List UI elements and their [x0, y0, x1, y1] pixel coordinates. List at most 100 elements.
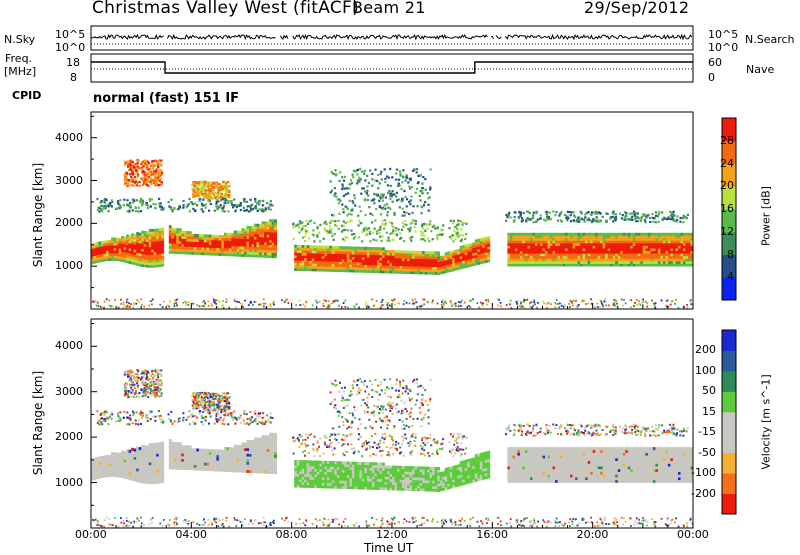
power-cell — [96, 258, 99, 261]
power-scatter — [318, 232, 320, 234]
power-cell — [595, 238, 598, 241]
power-scatter — [304, 235, 306, 237]
ground-scatter — [140, 298, 142, 300]
power-scatter — [530, 218, 532, 220]
power-cell — [593, 261, 596, 264]
power-cell — [199, 242, 202, 245]
power-scatter — [420, 231, 422, 233]
power-scatter — [635, 220, 637, 222]
velocity-cell — [174, 467, 177, 470]
ground-scatter — [564, 304, 566, 306]
power-cell — [309, 256, 312, 259]
power-cell — [121, 239, 124, 242]
power-cell — [660, 235, 663, 238]
power-cell — [620, 248, 623, 251]
power-scatter — [532, 214, 534, 216]
ground-scatter — [174, 305, 176, 307]
power-cell — [598, 259, 601, 262]
power-cell — [264, 242, 267, 245]
power-cell — [533, 238, 536, 241]
power-cell — [390, 263, 393, 266]
power-cell — [129, 238, 132, 241]
power-scatter — [160, 160, 162, 162]
power-cell — [645, 248, 648, 251]
power-scatter — [615, 216, 617, 218]
power-cell — [640, 233, 643, 236]
power-cell — [201, 237, 204, 240]
velocity-cell — [151, 449, 154, 452]
power-scatter — [189, 210, 191, 212]
ground-scatter — [199, 305, 201, 307]
power-cell — [149, 239, 152, 242]
power-cell — [121, 246, 124, 249]
power-cell — [134, 257, 137, 260]
power-cell — [520, 238, 523, 241]
power-cell — [119, 254, 122, 257]
velocity-cell — [216, 449, 219, 452]
power-cell — [555, 259, 558, 262]
power-scatter — [364, 190, 366, 192]
power-cell — [171, 251, 174, 254]
ground-scatter — [563, 306, 565, 308]
power-scatter — [625, 219, 627, 221]
power-cell — [109, 248, 112, 251]
power-cell — [395, 250, 398, 253]
power-scatter — [518, 216, 520, 218]
power-scatter — [150, 205, 152, 207]
power-scatter — [455, 226, 457, 228]
power-scatter — [141, 204, 143, 206]
power-cell — [595, 241, 598, 244]
power-cell — [520, 256, 523, 259]
power-cell — [131, 262, 134, 265]
power-cell — [668, 238, 671, 241]
power-cell — [141, 233, 144, 236]
power-cell — [242, 233, 245, 236]
power-scatter — [396, 169, 398, 171]
power-scatter — [158, 198, 160, 200]
velocity-cell — [209, 455, 212, 458]
power-cell — [610, 238, 613, 241]
power-cell — [196, 247, 199, 250]
power-scatter — [360, 210, 362, 212]
power-cell — [663, 241, 666, 244]
power-cell — [675, 235, 678, 238]
power-cell — [344, 257, 347, 260]
power-scatter — [328, 231, 330, 233]
power-cell — [625, 233, 628, 236]
power-scatter — [375, 194, 377, 196]
power-cell — [535, 251, 538, 254]
power-cell — [615, 251, 618, 254]
ground-scatter — [244, 300, 246, 302]
ground-scatter — [537, 302, 539, 304]
velocity-cell — [136, 479, 139, 482]
power-cell — [517, 235, 520, 238]
velocity-cell — [149, 479, 152, 482]
power-cell — [377, 250, 380, 253]
power-cell — [154, 257, 157, 260]
velocity-cell — [189, 448, 192, 451]
power-cell — [465, 252, 468, 255]
power-cell — [520, 246, 523, 249]
power-cell — [445, 270, 448, 273]
power-cell — [116, 253, 119, 256]
power-cell — [420, 256, 423, 259]
power-cell — [257, 229, 260, 232]
power-cell — [655, 261, 658, 264]
power-cell — [525, 241, 528, 244]
power-scatter — [577, 217, 579, 219]
ground-scatter — [238, 301, 240, 303]
power-scatter — [358, 236, 360, 238]
power-cell — [169, 248, 172, 251]
power-scatter — [222, 188, 224, 190]
power-cell — [184, 239, 187, 242]
power-cell — [588, 264, 591, 267]
power-cell — [600, 241, 603, 244]
power-cell — [580, 241, 583, 244]
power-cell — [673, 235, 676, 238]
power-cell — [141, 262, 144, 265]
velocity-cell — [106, 461, 109, 464]
ground-scatter — [343, 302, 345, 304]
velocity-cell — [134, 476, 137, 479]
power-cell — [124, 252, 127, 255]
velocity-cell — [149, 459, 152, 462]
